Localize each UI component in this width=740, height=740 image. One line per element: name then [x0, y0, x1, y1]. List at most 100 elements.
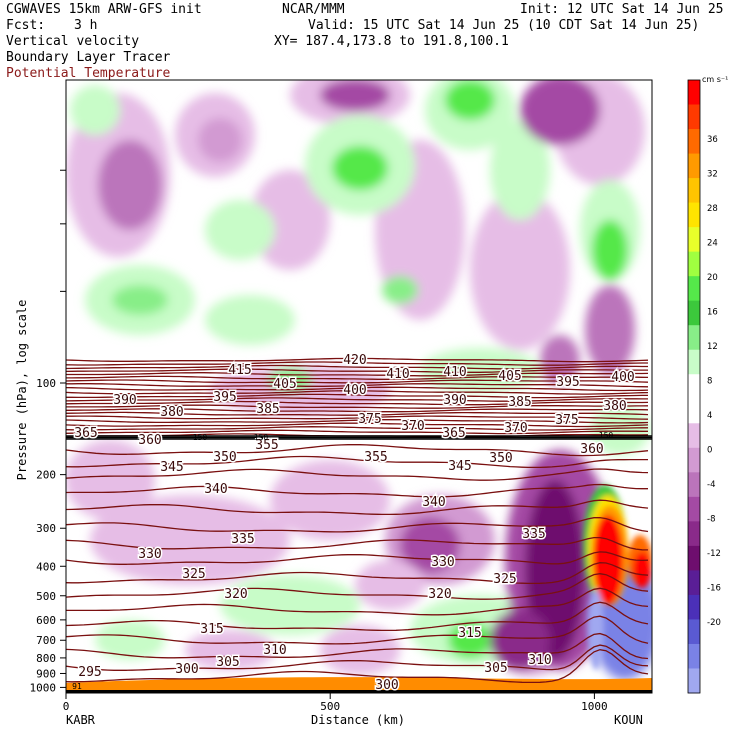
colorbar-swatch — [688, 227, 700, 253]
colorbar-swatch — [688, 153, 700, 179]
theta-label: 350 — [213, 450, 236, 465]
theta-label: 320 — [224, 587, 247, 602]
theta-label: 375 — [555, 413, 578, 428]
theta-label: 150 — [599, 431, 614, 440]
colorbar-swatch — [688, 300, 700, 326]
theta-label: 365 — [74, 426, 97, 441]
colorbar-swatch — [688, 472, 700, 498]
colorbar-swatch — [688, 668, 700, 694]
theta-label: 380 — [603, 399, 626, 414]
theta-label: 410 — [386, 367, 409, 382]
theta-contour — [66, 429, 648, 435]
colorbar-swatch — [688, 325, 700, 351]
forecast-hour: 3 h — [74, 18, 98, 33]
theta-label: 91 — [72, 682, 82, 691]
colorbar-swatch — [688, 423, 700, 449]
theta-label: 335 — [522, 527, 545, 542]
y-tick-label: 800 — [36, 652, 56, 665]
x-axis-label: Distance (km) — [311, 713, 405, 727]
theta-label: 300 — [375, 678, 398, 693]
theta-contour — [66, 587, 649, 616]
model-title: CGWAVES 15km ARW-GFS init — [6, 2, 202, 17]
theta-contour — [66, 364, 648, 370]
potential-temperature-labels: 420 415 410 410 405 405 400 400 395 395 390 390 385 3… — [72, 352, 636, 695]
colorbar-swatch — [688, 643, 700, 669]
theta-contour — [66, 390, 649, 395]
colorbar-tick-label: -20 — [707, 618, 721, 628]
theta-label: 370 — [401, 419, 424, 434]
theta-contour — [66, 644, 649, 671]
theta-contour — [66, 415, 649, 420]
colorbar-tick-label: 36 — [707, 135, 718, 145]
colorbar-swatch — [688, 276, 700, 302]
theta-label: 380 — [160, 405, 183, 420]
colorbar-tick-label: 12 — [707, 342, 718, 352]
y-tick-label: 700 — [36, 634, 56, 647]
cross-section-endpoints: XY= 187.4,173.8 to 191.8,100.1 — [274, 34, 509, 49]
theta-label: 330 — [431, 555, 454, 570]
theta-label: 365 — [442, 426, 465, 441]
theta-contour — [66, 379, 649, 384]
theta-contour — [66, 375, 649, 380]
theta-label: 330 — [138, 547, 161, 562]
theta-label: 315 — [458, 626, 481, 641]
theta-label: 355 — [255, 438, 278, 453]
theta-label: 310 — [528, 653, 551, 668]
theta-label: 375 — [358, 412, 381, 427]
colorbar-tick-label: 0 — [707, 446, 712, 456]
theta-label: 360 — [138, 433, 161, 448]
y-tick-label: 600 — [36, 614, 56, 627]
theta-contour — [66, 357, 649, 363]
theta-contour — [66, 419, 649, 424]
colorbar-swatch — [688, 104, 700, 130]
potential-temperature-contours — [66, 357, 652, 684]
theta-label: 400 — [343, 383, 366, 398]
theta-contour — [66, 372, 649, 377]
colorbar-swatch — [688, 349, 700, 375]
colorbar-swatch — [688, 570, 700, 596]
forecast-label: Fcst: — [6, 18, 46, 33]
theta-label: 325 — [493, 572, 516, 587]
colorbar-tick-label: -4 — [707, 480, 715, 490]
y-tick-label: 500 — [36, 590, 56, 603]
colorbar-swatch — [688, 202, 700, 228]
theta-label: 405 — [273, 377, 296, 392]
theta-contour — [66, 468, 649, 481]
theta-contour — [66, 404, 649, 409]
organization-label: NCAR/MMM — [282, 2, 345, 17]
theta-contour — [66, 573, 649, 600]
theta-contour — [66, 400, 649, 406]
theta-label: 305 — [216, 655, 239, 670]
colorbar-tick-label: -16 — [707, 584, 721, 594]
field-vertical-velocity: Vertical velocity — [6, 34, 140, 49]
theta-label: 345 — [448, 459, 471, 474]
distance-axis: 0 500 1000 — [63, 693, 608, 713]
theta-contour — [66, 383, 649, 388]
end-station-label: KOUN — [614, 713, 643, 727]
theta-label: 300 — [175, 662, 198, 677]
y-tick-label: 900 — [36, 667, 56, 680]
theta-label: 340 — [422, 495, 445, 510]
theta-contour — [66, 386, 649, 392]
theta-contour — [66, 426, 648, 431]
colorbar-swatch — [688, 521, 700, 547]
theta-label: 325 — [182, 567, 205, 582]
colorbar-swatch — [688, 545, 700, 571]
theta-contour — [66, 408, 649, 413]
theta-contour — [66, 551, 649, 565]
colorbar-frame — [687, 79, 701, 694]
theta-label: 385 — [508, 395, 531, 410]
colorbar-swatch — [688, 496, 700, 522]
theta-label: 385 — [256, 402, 279, 417]
theta-label: 370 — [504, 421, 527, 436]
y-tick-label: 300 — [36, 522, 56, 535]
theta-contour — [66, 411, 649, 416]
plot-frame — [65, 79, 653, 694]
theta-label: 305 — [484, 661, 507, 676]
theta-label: 395 — [556, 375, 579, 390]
theta-contour — [66, 443, 649, 457]
x-tick-label: 500 — [320, 700, 340, 713]
theta-label: 150 — [254, 433, 269, 442]
theta-contour — [66, 615, 649, 645]
